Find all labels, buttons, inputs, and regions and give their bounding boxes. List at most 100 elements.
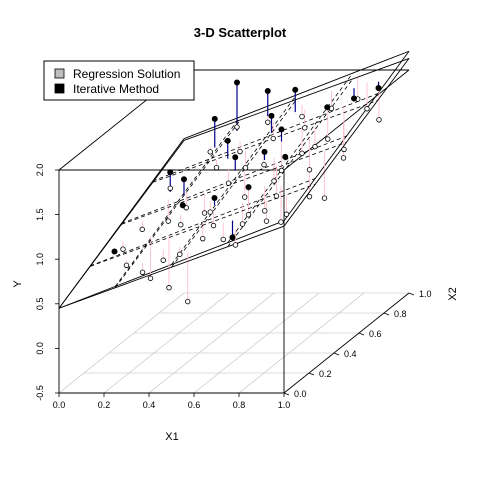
x-tick-label: 1.0 (278, 400, 291, 410)
iterative-plane-edge (58, 140, 185, 309)
iterative-point (278, 126, 285, 133)
grid-line-x (238, 292, 365, 394)
z-tick-label: 1.0 (419, 289, 432, 299)
iterative-point (261, 148, 268, 155)
z-tick-mark (308, 372, 315, 376)
regression-point (341, 146, 347, 153)
regression-point (178, 222, 184, 228)
regression-point (273, 193, 280, 199)
iterative-point (180, 176, 187, 183)
x-axis-label: X1 (165, 431, 178, 443)
z-tick-label: 0.0 (294, 389, 307, 399)
legend-swatch-iterative (54, 83, 65, 94)
regression-point (239, 221, 246, 227)
regression-point (376, 117, 382, 123)
legend-swatch-regression (54, 68, 65, 79)
iterative-point (245, 184, 252, 191)
x-tick-label: 0.6 (188, 400, 201, 410)
iterative-point (224, 137, 231, 144)
regression-point (302, 125, 308, 131)
regression-point (245, 212, 252, 218)
iterative-point (324, 104, 331, 111)
regression-point (242, 194, 248, 200)
regression-point (299, 113, 305, 120)
iterative-point (292, 86, 299, 93)
grid-line-x (148, 292, 275, 394)
regression-point (139, 226, 145, 233)
y-tick-label: 2.0 (35, 164, 45, 177)
x-tick-label: 0.0 (53, 400, 66, 410)
regression-point (207, 149, 213, 155)
y-tick-label: 0.5 (35, 298, 45, 311)
box-edge (283, 292, 410, 394)
regression-point (261, 162, 267, 168)
x-tick-label: 0.2 (98, 400, 111, 410)
y-tick-label: 0.0 (35, 342, 45, 355)
grid-line-x (193, 292, 320, 394)
legend-label-regression: Regression Solution (73, 67, 180, 81)
regression-point (120, 246, 126, 252)
regression-point (242, 165, 249, 171)
iterative-plane-gridline (152, 99, 378, 183)
regression-point (299, 150, 305, 157)
z-tick-label: 0.6 (369, 329, 382, 339)
regression-point (166, 285, 172, 291)
regression-point (340, 155, 347, 161)
y-axis-label: Y (12, 280, 24, 288)
regression-residual-lines (122, 77, 380, 302)
z-tick-mark (283, 392, 290, 396)
iterative-point (211, 115, 218, 122)
iterative-point (179, 202, 186, 209)
regression-point (165, 218, 171, 224)
iterative-point (211, 195, 218, 202)
data-points (111, 79, 382, 305)
z-tick-mark (333, 352, 340, 356)
z-tick-label: 0.8 (394, 309, 407, 319)
regression-point (271, 178, 277, 184)
regression-point (270, 135, 276, 142)
iterative-plane (58, 57, 410, 309)
regression-point (200, 235, 206, 242)
regression-point (321, 195, 328, 201)
regression-point (220, 236, 226, 243)
z-tick-mark (408, 292, 415, 296)
grid-line-x (103, 292, 230, 394)
floor-grid (58, 292, 410, 394)
regression-point (167, 185, 173, 191)
regression-point (306, 167, 313, 173)
z-tick-label: 0.4 (344, 349, 357, 359)
regression-point (262, 208, 268, 214)
regression-point (207, 209, 213, 215)
regression-point (147, 275, 154, 281)
iterative-plane-gridline (121, 141, 347, 225)
iterative-point (264, 88, 271, 95)
regression-plane-gridline (114, 116, 241, 287)
chart-title: 3-D Scatterplot (194, 25, 287, 40)
x-tick-label: 0.4 (143, 400, 156, 410)
legend-box (43, 60, 195, 101)
regression-point (234, 124, 240, 130)
iterative-point (232, 154, 239, 161)
regression-plane-gridline (121, 135, 347, 224)
y-tick-label: 1.0 (35, 253, 45, 266)
iterative-plane-edge (183, 57, 410, 141)
regression-point (283, 211, 290, 217)
regression-plane-gridline (152, 93, 378, 182)
regression-point (139, 269, 146, 275)
iterative-point (375, 85, 382, 92)
regression-point (306, 193, 313, 200)
regression-point (263, 218, 270, 224)
regression-point (213, 164, 220, 171)
z-tick-label: 0.2 (319, 369, 332, 379)
legend-label-iterative: Iterative Method (73, 82, 159, 96)
y-tick-label: 1.5 (35, 208, 45, 221)
z-tick-mark (358, 332, 365, 336)
regression-point (201, 210, 208, 216)
iterative-point (111, 248, 118, 255)
regression-point (160, 257, 166, 263)
iterative-point (229, 234, 236, 241)
iterative-point (282, 153, 289, 160)
regression-point (232, 242, 239, 248)
regression-point (312, 143, 318, 150)
grid-line-x (58, 292, 185, 394)
